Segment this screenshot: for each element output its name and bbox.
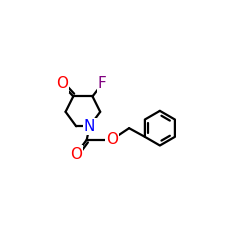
Text: O: O — [106, 132, 118, 147]
Text: N: N — [84, 119, 95, 134]
Text: O: O — [56, 76, 68, 92]
Text: F: F — [98, 76, 106, 92]
Text: O: O — [70, 147, 82, 162]
